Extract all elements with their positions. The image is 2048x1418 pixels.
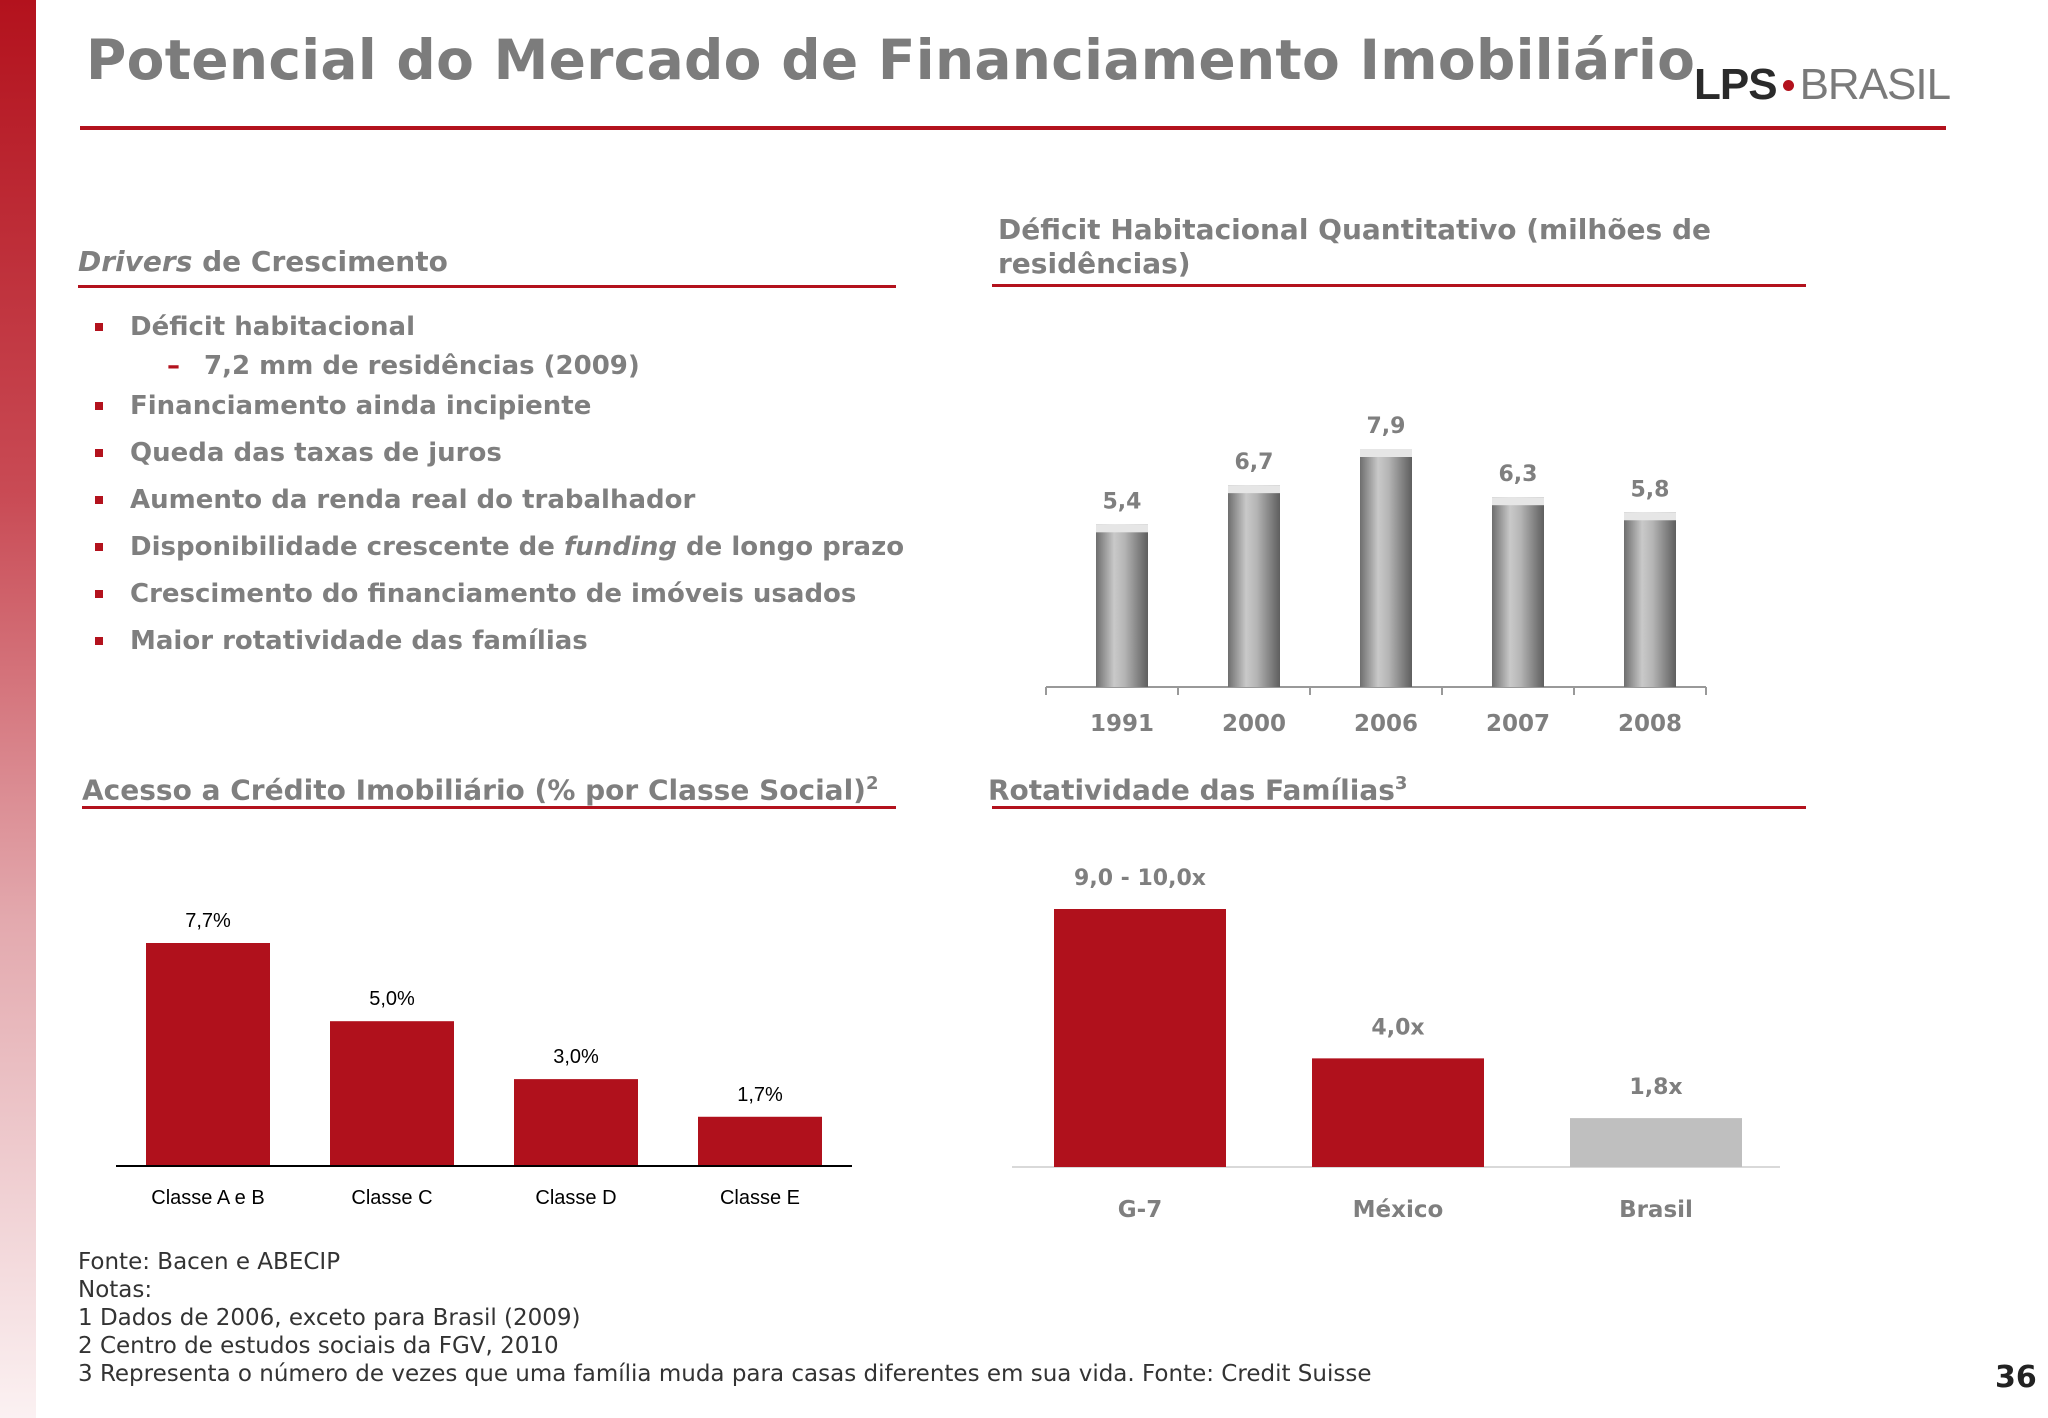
credito-bar-chart: 7,7% Classe A e B 5,0% Classe C 3,0% Classe D…: [116, 910, 852, 1209]
list-item: Crescimento do financiamento de imóveis …: [92, 577, 912, 624]
bullet-square-icon: [95, 496, 103, 504]
x-tick-label: Classe E: [720, 1187, 800, 1209]
list-item: Financiamento ainda incipiente: [92, 389, 912, 436]
x-tick-label: 2007: [1486, 711, 1550, 737]
bar: [1228, 485, 1280, 687]
drivers-section-rule: [78, 285, 896, 288]
lps-brasil-logo: LPS BRASIL: [1694, 60, 1952, 110]
footnote-2: 2 Centro de estudos sociais da FGV, 2010: [78, 1333, 559, 1359]
data-label: 1,7%: [737, 1084, 783, 1106]
footnotes: Fonte: Bacen e ABECIP Notas: 1 Dados de …: [78, 1248, 1371, 1388]
page-number: 36: [1995, 1360, 2037, 1395]
x-tick-label: 2000: [1222, 711, 1286, 737]
x-tick-label: Classe C: [351, 1187, 432, 1209]
list-item: Maior rotatividade das famílias: [92, 624, 912, 671]
slide-title: Potencial do Mercado de Financiamento Im…: [86, 28, 1696, 92]
data-label: 7,7%: [185, 910, 231, 932]
drivers-list: Déficit habitacional –7,2 mm de residênc…: [92, 310, 912, 671]
x-tick-label: Classe D: [535, 1187, 616, 1209]
deficit-bar-chart: 5,4 1991 6,7 2000 7,9 2006 6,3 2007 5,8 2008: [1045, 414, 1707, 737]
footnote-ref-3: 3: [1394, 773, 1408, 794]
x-tick-label: 2006: [1354, 711, 1418, 737]
bullet-square-icon: [95, 637, 103, 645]
list-item: Queda das taxas de juros: [92, 436, 912, 483]
data-label: 3,0%: [553, 1046, 599, 1068]
data-label: 9,0 - 10,0x: [1074, 866, 1206, 891]
deficit-chart-title: Déficit Habitacional Quantitativo (milhõ…: [998, 213, 1711, 280]
bar: [1360, 449, 1412, 687]
x-tick-label: México: [1353, 1197, 1444, 1223]
footnote-ref-2: 2: [865, 773, 879, 794]
bar: [1312, 1058, 1484, 1167]
data-label: 5,4: [1103, 489, 1142, 514]
footnote-3: 3 Representa o número de vezes que uma f…: [78, 1361, 1372, 1387]
data-label: 5,0%: [369, 988, 415, 1010]
rotatividade-chart-title: Rotatividade das Famílias3: [988, 773, 1408, 807]
bar: [1054, 909, 1226, 1167]
logo-brasil-text: BRASIL: [1799, 60, 1952, 109]
dash-icon: –: [167, 351, 180, 381]
bullet-square-icon: [95, 543, 103, 551]
title-rule: [80, 126, 1946, 130]
credito-chart-title: Acesso a Crédito Imobiliário (% por Clas…: [82, 773, 879, 807]
footnote-1: 1 Dados de 2006, exceto para Brasil (200…: [78, 1305, 581, 1331]
data-label: 4,0x: [1371, 1015, 1424, 1040]
left-accent-bar: [0, 0, 36, 1418]
data-label: 1,8x: [1629, 1075, 1682, 1100]
bar-top-highlight: [1492, 497, 1544, 506]
bullet-square-icon: [95, 323, 103, 331]
x-tick-label: 2008: [1618, 711, 1682, 737]
credito-section-rule: [82, 806, 896, 809]
bar: [698, 1116, 822, 1166]
data-label: 6,3: [1499, 462, 1538, 487]
data-label: 7,9: [1367, 414, 1406, 439]
bar-top-highlight: [1228, 485, 1280, 494]
drivers-title-italic: Drivers: [78, 245, 193, 278]
list-item: Déficit habitacional: [92, 310, 912, 357]
rotatividade-section-rule: [992, 806, 1806, 809]
x-tick-label: 1991: [1090, 711, 1154, 737]
footnote-notes-label: Notas:: [78, 1277, 153, 1303]
bar: [146, 943, 270, 1166]
bullet-square-icon: [95, 402, 103, 410]
x-tick-label: Brasil: [1619, 1197, 1693, 1223]
data-label: 6,7: [1235, 450, 1274, 475]
sub-list-item: –7,2 mm de residências (2009): [167, 351, 640, 381]
bullet-square-icon: [95, 449, 103, 457]
bar-top-highlight: [1624, 512, 1676, 521]
footnote-source: Fonte: Bacen e ABECIP: [78, 1249, 341, 1275]
bar: [1624, 512, 1676, 687]
deficit-section-rule: [992, 284, 1806, 287]
bar: [514, 1079, 638, 1166]
drivers-section-title: Drivers de Crescimento: [78, 245, 448, 279]
logo-dot-icon: [1782, 80, 1794, 91]
x-tick-label: Classe A e B: [151, 1187, 264, 1209]
data-label: 5,8: [1631, 477, 1670, 502]
list-item: Disponibilidade crescente de funding de …: [92, 530, 912, 577]
bar-top-highlight: [1360, 449, 1412, 457]
bar: [330, 1021, 454, 1166]
bar: [1570, 1118, 1742, 1167]
list-item: Aumento da renda real do trabalhador: [92, 483, 912, 530]
bar: [1096, 524, 1148, 687]
logo-lps-text: LPS: [1694, 60, 1778, 109]
rotatividade-bar-chart: 9,0 - 10,0x G-7 4,0x México 1,8x Brasil: [1012, 866, 1780, 1223]
bar: [1492, 497, 1544, 687]
bullet-square-icon: [95, 590, 103, 598]
x-tick-label: G-7: [1118, 1197, 1162, 1223]
bar-top-highlight: [1096, 524, 1148, 533]
drivers-title-rest: de Crescimento: [192, 245, 448, 278]
